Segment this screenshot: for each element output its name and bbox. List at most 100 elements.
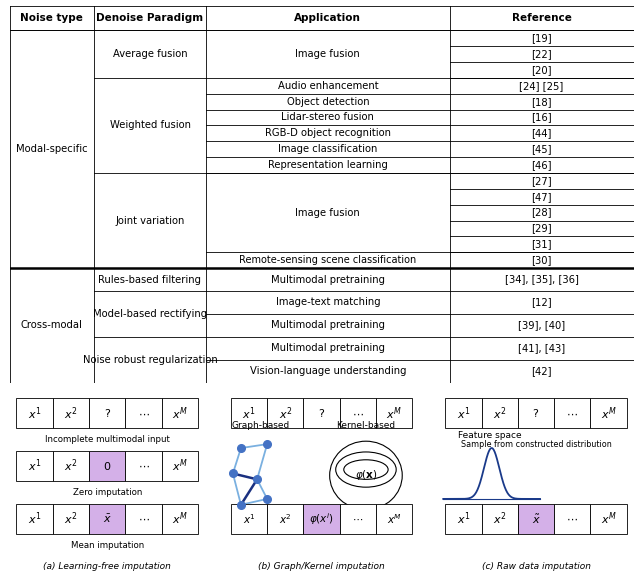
Bar (17, 451, 52, 481)
Bar (591, 504, 627, 534)
Text: Feature space: Feature space (458, 432, 522, 440)
Text: [30]: [30] (531, 255, 552, 265)
Text: [46]: [46] (531, 160, 552, 170)
Text: $x^2$: $x^2$ (493, 405, 506, 422)
Text: Average fusion: Average fusion (113, 49, 188, 59)
Text: [12]: [12] (531, 297, 552, 307)
Bar (445, 398, 481, 429)
Bar (89, 504, 125, 534)
Text: (c) Raw data imputation: (c) Raw data imputation (481, 562, 591, 571)
Text: $\cdots$: $\cdots$ (352, 408, 364, 418)
Text: $\tilde{x}$: $\tilde{x}$ (532, 512, 540, 526)
Text: $x^1$: $x^1$ (456, 405, 470, 422)
Bar (303, 504, 340, 534)
Text: Lidar-stereo fusion: Lidar-stereo fusion (282, 113, 374, 123)
Text: [28]: [28] (531, 207, 552, 218)
Text: (a) Learning-free imputation: (a) Learning-free imputation (44, 562, 171, 571)
Text: $0$: $0$ (103, 460, 111, 472)
Text: Reference: Reference (511, 13, 572, 23)
Text: Multimodal pretraining: Multimodal pretraining (271, 320, 385, 331)
Text: $x^2$: $x^2$ (64, 405, 77, 422)
Bar (591, 398, 627, 429)
Text: $x^1$: $x^1$ (242, 405, 256, 422)
Bar (162, 504, 198, 534)
Text: $x^M$: $x^M$ (601, 405, 616, 422)
Text: $\cdots$: $\cdots$ (352, 514, 364, 524)
Text: $?$: $?$ (318, 407, 325, 419)
Bar (554, 504, 591, 534)
Text: $x^2$: $x^2$ (278, 405, 292, 422)
Text: [47]: [47] (531, 192, 552, 201)
Text: Remote-sensing scene classification: Remote-sensing scene classification (239, 255, 417, 265)
Bar (267, 504, 303, 534)
Text: RGB-D object recognition: RGB-D object recognition (265, 128, 391, 138)
Text: $x^1$: $x^1$ (28, 458, 42, 474)
Bar (125, 451, 162, 481)
Text: $x^M$: $x^M$ (172, 510, 188, 527)
Text: Image classification: Image classification (278, 144, 378, 154)
Text: [20]: [20] (531, 65, 552, 75)
Text: [45]: [45] (531, 144, 552, 154)
Text: Mean imputation: Mean imputation (70, 541, 144, 550)
Bar (518, 398, 554, 429)
Text: [22]: [22] (531, 49, 552, 59)
Text: $\cdots$: $\cdots$ (138, 461, 149, 471)
Text: Representation learning: Representation learning (268, 160, 388, 170)
Text: [24] [25]: [24] [25] (520, 81, 564, 91)
Text: $?$: $?$ (104, 407, 111, 419)
Bar (518, 504, 554, 534)
Text: Vision-language understanding: Vision-language understanding (250, 366, 406, 376)
Bar (125, 398, 162, 429)
Text: Incomplete multimodal input: Incomplete multimodal input (45, 435, 170, 444)
Text: Graph-based: Graph-based (232, 422, 291, 430)
Text: $x^M$: $x^M$ (172, 458, 188, 474)
Text: Multimodal pretraining: Multimodal pretraining (271, 274, 385, 284)
Text: $x^1$: $x^1$ (28, 405, 42, 422)
Bar (231, 504, 267, 534)
Text: Rules-based filtering: Rules-based filtering (99, 274, 202, 284)
Text: Object detection: Object detection (287, 96, 369, 107)
Bar (52, 451, 89, 481)
Text: $x^1$: $x^1$ (28, 510, 42, 527)
Bar (162, 451, 198, 481)
Text: $x^M$: $x^M$ (172, 405, 188, 422)
Bar (89, 451, 125, 481)
Text: [31]: [31] (531, 239, 552, 249)
Text: [18]: [18] (531, 96, 552, 107)
Text: Weighted fusion: Weighted fusion (109, 120, 191, 130)
Text: Kernel-based: Kernel-based (337, 422, 396, 430)
Text: [19]: [19] (531, 33, 552, 43)
Text: Denoise Paradigm: Denoise Paradigm (97, 13, 204, 23)
Text: Noise robust regularization: Noise robust regularization (83, 354, 218, 364)
Text: Multimodal pretraining: Multimodal pretraining (271, 343, 385, 353)
Text: [44]: [44] (531, 128, 552, 138)
Text: Image fusion: Image fusion (296, 207, 360, 218)
Text: [42]: [42] (531, 366, 552, 376)
Text: $\cdots$: $\cdots$ (566, 408, 578, 418)
Bar (231, 398, 267, 429)
Bar (125, 504, 162, 534)
Text: Audio enhancement: Audio enhancement (278, 81, 378, 91)
Bar (481, 504, 518, 534)
Text: [27]: [27] (531, 176, 552, 186)
Text: Model-based rectifying: Model-based rectifying (93, 309, 207, 319)
Text: Sample from constructed distribution: Sample from constructed distribution (461, 440, 611, 449)
Text: $\bar{x}$: $\bar{x}$ (103, 513, 111, 525)
Bar (481, 398, 518, 429)
Bar (376, 398, 412, 429)
Text: $x^1$: $x^1$ (456, 510, 470, 527)
Text: $\varphi(x^i)$: $\varphi(x^i)$ (309, 511, 334, 527)
Text: Application: Application (294, 13, 361, 23)
Text: [39], [40]: [39], [40] (518, 320, 565, 331)
Text: [29]: [29] (531, 224, 552, 234)
Text: $x^2$: $x^2$ (64, 510, 77, 527)
Bar (17, 504, 52, 534)
Text: $x^2$: $x^2$ (64, 458, 77, 474)
Text: $\cdots$: $\cdots$ (138, 514, 149, 524)
Text: $\cdots$: $\cdots$ (566, 514, 578, 524)
Text: $x^2$: $x^2$ (279, 512, 292, 526)
Bar (303, 398, 340, 429)
Text: Image-text matching: Image-text matching (276, 297, 380, 307)
Bar (52, 504, 89, 534)
Text: [16]: [16] (531, 113, 552, 123)
